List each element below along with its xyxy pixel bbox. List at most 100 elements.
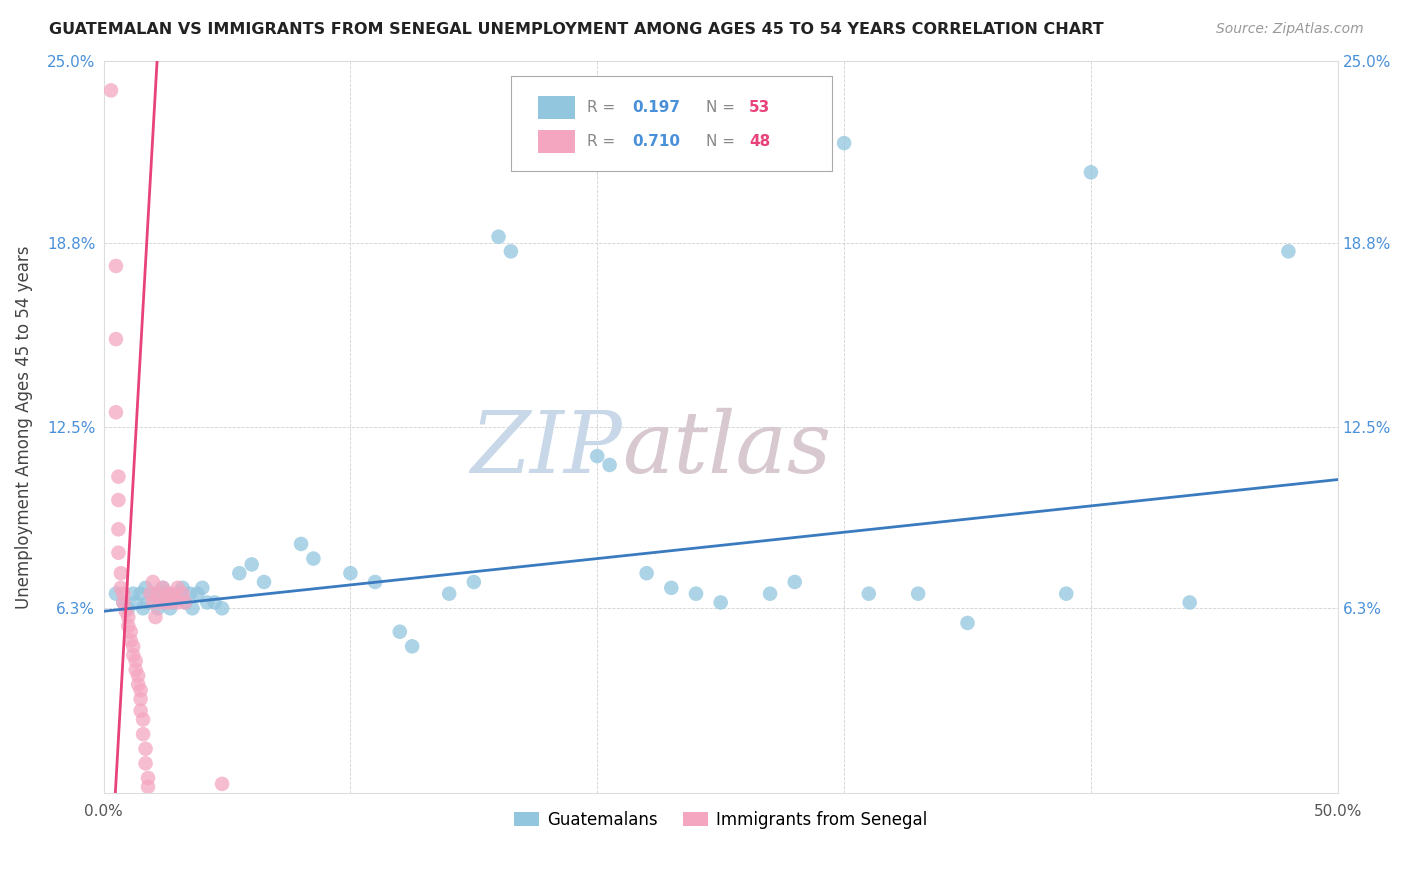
Point: [129, 692, 152, 706]
Point: [162, 595, 184, 609]
Point: [156, 587, 179, 601]
Point: [152, 581, 174, 595]
Point: [1178, 595, 1201, 609]
Point: [204, 595, 226, 609]
FancyBboxPatch shape: [538, 130, 575, 153]
Point: [146, 587, 169, 601]
Point: [122, 587, 145, 601]
Point: [290, 537, 312, 551]
Point: [155, 595, 177, 609]
Point: [159, 595, 181, 609]
Point: [228, 566, 250, 581]
Point: [364, 574, 387, 589]
Point: [159, 601, 181, 615]
FancyBboxPatch shape: [538, 95, 575, 119]
Point: [191, 581, 214, 595]
Point: [783, 574, 806, 589]
Point: [636, 566, 658, 581]
Point: [135, 741, 157, 756]
Point: [174, 595, 197, 609]
Text: Source: ZipAtlas.com: Source: ZipAtlas.com: [1216, 22, 1364, 37]
Point: [127, 677, 149, 691]
Point: [112, 595, 135, 609]
Point: [112, 587, 135, 601]
Point: [186, 587, 208, 601]
Point: [858, 587, 880, 601]
Point: [127, 668, 149, 682]
Point: [136, 780, 159, 794]
Point: [659, 581, 682, 595]
Point: [172, 581, 194, 595]
Point: [149, 595, 172, 609]
Point: [100, 83, 122, 97]
Point: [129, 704, 152, 718]
Point: [956, 615, 979, 630]
Point: [117, 619, 139, 633]
Point: [211, 601, 233, 615]
Point: [107, 469, 129, 483]
Point: [142, 574, 165, 589]
Point: [179, 587, 201, 601]
Point: [1054, 587, 1077, 601]
Y-axis label: Unemployment Among Ages 45 to 54 years: Unemployment Among Ages 45 to 54 years: [15, 245, 32, 608]
Point: [125, 663, 148, 677]
Point: [104, 587, 127, 601]
Point: [162, 587, 184, 601]
Point: [302, 551, 325, 566]
Point: [1080, 165, 1102, 179]
Point: [195, 595, 218, 609]
Point: [132, 601, 155, 615]
Point: [120, 624, 142, 639]
Point: [211, 777, 233, 791]
Point: [135, 581, 157, 595]
Point: [132, 713, 155, 727]
Point: [107, 493, 129, 508]
Point: [710, 595, 733, 609]
Point: [1277, 244, 1299, 259]
Point: [155, 595, 177, 609]
Point: [437, 587, 460, 601]
Point: [136, 595, 159, 609]
Point: [142, 587, 165, 601]
Text: R =: R =: [588, 100, 620, 115]
Text: atlas: atlas: [621, 408, 831, 491]
Point: [685, 587, 707, 601]
Point: [112, 595, 135, 609]
Point: [117, 601, 139, 615]
Point: [149, 587, 172, 601]
Point: [125, 595, 148, 609]
Text: 0.710: 0.710: [631, 134, 681, 149]
Legend: Guatemalans, Immigrants from Senegal: Guatemalans, Immigrants from Senegal: [508, 805, 934, 836]
Point: [388, 624, 411, 639]
Text: N =: N =: [706, 100, 740, 115]
Point: [172, 587, 194, 601]
Point: [129, 587, 152, 601]
Point: [463, 574, 485, 589]
Point: [104, 405, 127, 419]
Point: [114, 604, 136, 618]
Point: [117, 610, 139, 624]
Point: [120, 633, 142, 648]
Point: [122, 640, 145, 654]
Point: [174, 595, 197, 609]
Point: [132, 727, 155, 741]
Text: ZIP: ZIP: [470, 408, 621, 491]
Point: [240, 558, 263, 572]
Point: [599, 458, 621, 472]
Point: [104, 332, 127, 346]
Point: [166, 595, 188, 609]
Point: [499, 244, 522, 259]
Point: [832, 136, 855, 150]
Text: N =: N =: [706, 134, 740, 149]
Point: [110, 566, 132, 581]
Point: [139, 587, 162, 601]
Point: [586, 449, 609, 463]
Point: [104, 259, 127, 273]
Text: 53: 53: [749, 100, 770, 115]
FancyBboxPatch shape: [510, 76, 832, 171]
Point: [156, 587, 179, 601]
Point: [107, 522, 129, 536]
Point: [181, 601, 204, 615]
Point: [253, 574, 276, 589]
Point: [339, 566, 361, 581]
